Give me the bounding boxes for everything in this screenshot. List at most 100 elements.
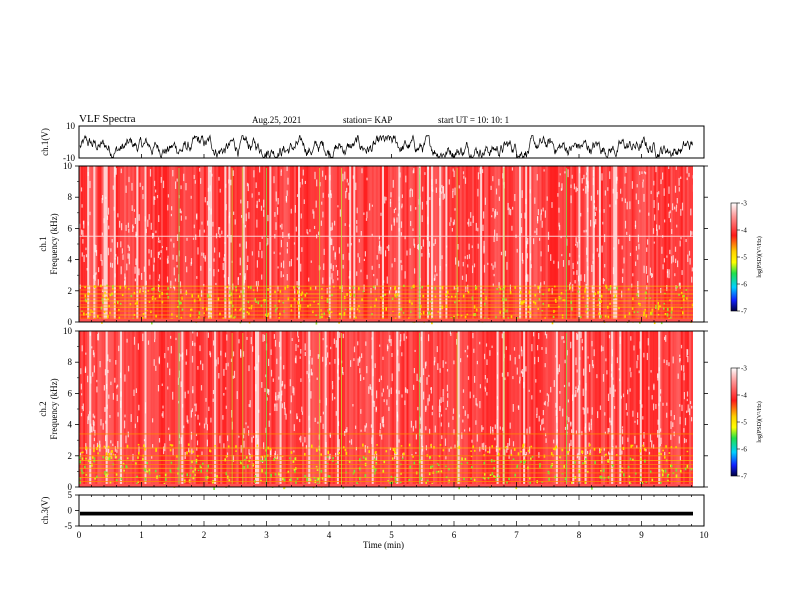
spec1-column <box>158 166 162 322</box>
spec1-speckle <box>596 248 598 252</box>
spec1-lowband-dot <box>198 311 201 315</box>
spec1-speckle <box>676 224 678 228</box>
spec1-speckle <box>520 213 522 219</box>
spec1-lowband-dot <box>240 308 242 310</box>
spec2-speckle <box>469 427 471 432</box>
spec2-speckle <box>380 375 382 381</box>
spec2-speckle <box>657 419 659 425</box>
spec2-speckle <box>194 342 196 347</box>
spec2-speckle <box>541 419 543 425</box>
spec1-speckle <box>463 175 465 179</box>
spec1-column <box>551 166 555 322</box>
spec1-speckle <box>142 286 144 292</box>
spec2-lowband-dot <box>561 448 564 452</box>
spec1-lowband-dot <box>260 304 263 307</box>
spec1-speckle <box>374 285 376 291</box>
spec2-lowband-dot <box>256 444 259 447</box>
spec1-lowband-dot <box>97 315 99 318</box>
spec1-column <box>367 166 370 322</box>
spec1-lowband-dot <box>429 300 432 303</box>
spec2-speckle <box>411 454 413 457</box>
spec1-speckle <box>244 273 246 280</box>
spec1-lowband-dot <box>585 305 588 308</box>
spec1-lowband-dot <box>297 301 299 305</box>
spec2-speckle <box>625 403 627 411</box>
spec1-speckle <box>436 273 438 277</box>
spec1-speckle <box>348 192 350 200</box>
spec1-speckle <box>170 213 172 217</box>
spec2-speckle <box>337 369 339 374</box>
spec1-speckle <box>404 236 406 240</box>
spec2-column <box>105 331 108 487</box>
spec2-speckle <box>404 387 407 393</box>
spec2-speckle <box>441 435 443 440</box>
spec2-speckle <box>564 359 566 364</box>
spec2-speckle <box>227 435 229 442</box>
spec1-speckle <box>410 188 412 191</box>
spec1-speckle <box>307 232 309 235</box>
spec1-speckle <box>473 263 476 268</box>
spec2-speckle <box>610 420 612 426</box>
spec2-speckle <box>539 389 541 393</box>
spec1-column <box>87 166 90 322</box>
spec1-speckle <box>690 208 692 216</box>
spec2-lowband-dot <box>373 467 376 470</box>
spec2-lowband-dot <box>602 469 605 473</box>
spec2-column <box>441 331 444 487</box>
spec2-speckle <box>300 349 302 354</box>
spec1-speckle <box>185 256 187 263</box>
spec2-column <box>101 331 104 487</box>
spec2-speckle <box>543 427 545 431</box>
spec2-speckle <box>679 358 681 363</box>
spec2-lowband-dot <box>202 462 204 466</box>
spec1-lowband-dot <box>434 287 437 291</box>
spec1-lowband-dot <box>464 315 467 319</box>
spec2-speckle <box>263 442 265 450</box>
spec1-column <box>306 166 309 322</box>
spec2-speckle <box>386 344 389 352</box>
spec1-lowband-dot <box>597 291 599 294</box>
spec2-column <box>656 331 659 487</box>
spec2-lowband-dot <box>523 460 525 464</box>
spec1-speckle <box>658 191 660 195</box>
spec2-speckle <box>163 446 165 455</box>
spec1-speckle <box>313 211 315 219</box>
spec2-lowband-dot <box>247 464 249 469</box>
spec1-speckle <box>498 196 500 201</box>
spec2-speckle <box>555 355 557 358</box>
spec1-speckle <box>256 260 258 268</box>
spec2-speckle <box>439 405 441 413</box>
spec2-speckle <box>105 435 107 442</box>
spec2-column <box>224 331 227 487</box>
spec2-column <box>269 331 272 487</box>
spec2-lowband-dot <box>600 448 602 451</box>
spec2-speckle <box>428 394 430 402</box>
spec1-speckle <box>185 216 187 220</box>
spec1-speckle <box>158 274 161 279</box>
spec1-column <box>146 166 149 322</box>
spec2-column <box>146 331 149 487</box>
spec2-lowband-dot <box>604 454 607 456</box>
spec1-lowband-dot <box>445 293 447 296</box>
spec2-column <box>545 331 548 487</box>
spec2-speckle <box>99 361 101 368</box>
spec1-speckle <box>551 288 553 295</box>
spec2-lowband-dot <box>214 444 216 447</box>
spec1-speckle <box>274 212 276 217</box>
spec2-speckle <box>651 440 653 448</box>
spec1-speckle <box>344 223 346 226</box>
spec1-speckle <box>492 208 494 212</box>
spec2-speckle <box>264 388 266 393</box>
spec2-column <box>637 331 641 487</box>
spec1-speckle <box>253 170 255 178</box>
spec1-column <box>113 166 117 322</box>
spec1-speckle <box>590 219 592 227</box>
spec1-speckle <box>201 252 203 256</box>
spec1-lowband-dot <box>422 294 425 298</box>
spec2-speckle <box>577 385 580 391</box>
spec1-speckle <box>101 232 103 236</box>
spec2-speckle <box>476 403 478 407</box>
spec2-column <box>400 331 403 487</box>
spec2-column <box>615 331 618 487</box>
